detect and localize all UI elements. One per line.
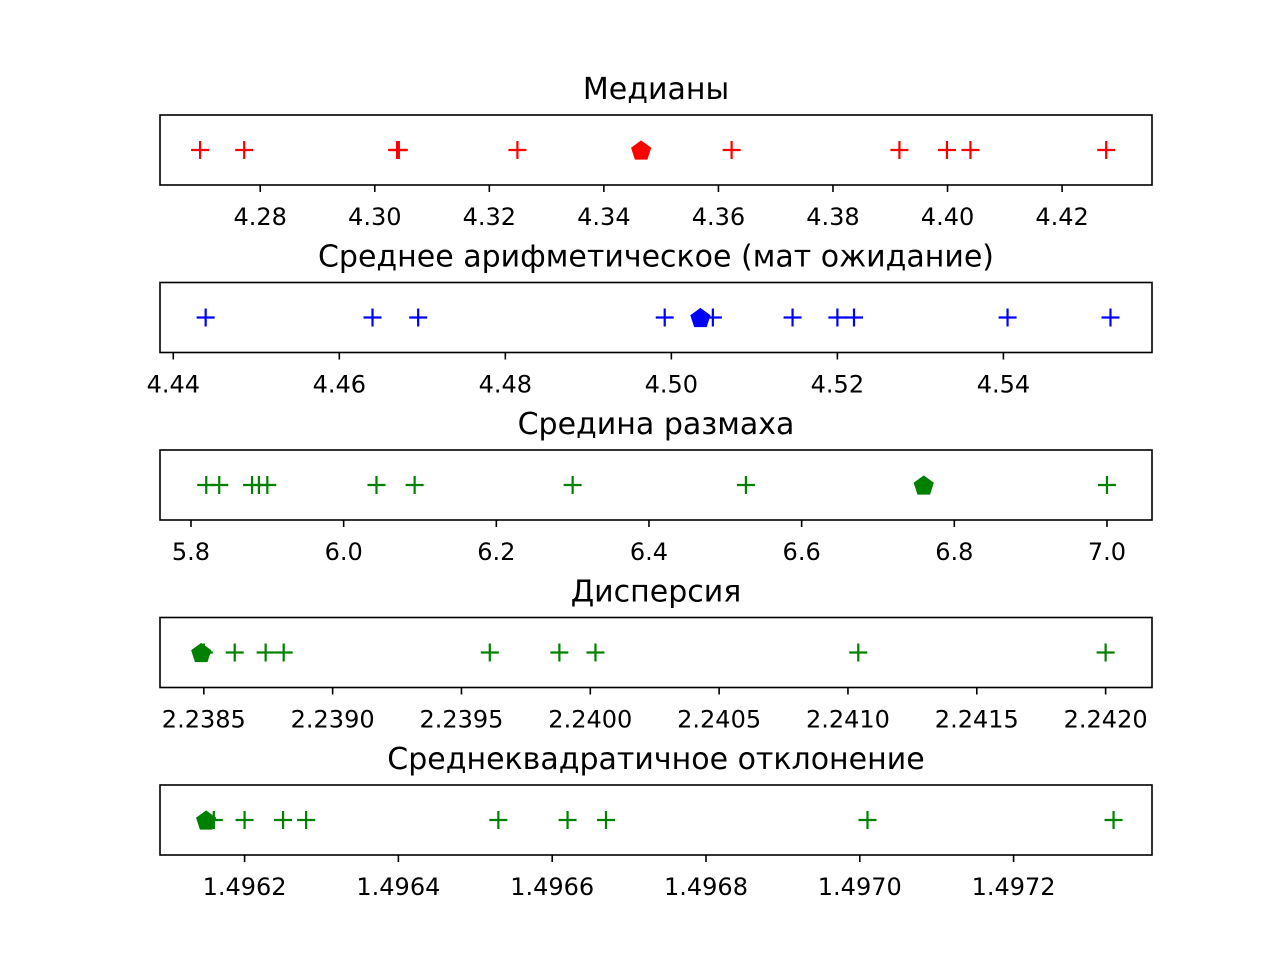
data-point-marker xyxy=(235,811,254,829)
data-point-marker xyxy=(844,308,863,327)
data-point-marker xyxy=(508,141,527,159)
data-point-marker xyxy=(1101,308,1120,327)
data-point-marker xyxy=(586,643,605,662)
data-point-marker xyxy=(480,643,499,662)
x-tick-label: 4.34 xyxy=(577,203,630,231)
data-point-marker xyxy=(274,811,293,829)
mean-point-marker xyxy=(913,475,934,495)
x-tick-label: 4.54 xyxy=(977,371,1030,399)
data-point-marker xyxy=(783,308,802,327)
x-tick-label: 4.52 xyxy=(811,371,864,399)
x-tick-label: 4.28 xyxy=(234,203,287,231)
data-point-marker xyxy=(558,811,577,829)
subplot-title: Дисперсия xyxy=(571,575,742,610)
axes-frame xyxy=(159,784,1153,856)
x-tick-label: 1.4966 xyxy=(510,873,594,901)
x-tick-label: 1.4970 xyxy=(818,873,902,901)
axes-frame xyxy=(159,281,1153,354)
x-tick-label: 4.46 xyxy=(313,371,366,399)
subplot-title: Средина размаха xyxy=(518,407,795,442)
x-tick-label: 1.4968 xyxy=(664,873,748,901)
data-point-marker xyxy=(655,308,674,327)
data-point-marker xyxy=(937,141,956,159)
data-point-marker xyxy=(597,811,616,829)
data-point-marker xyxy=(998,308,1017,327)
x-tick-label: 7.0 xyxy=(1088,538,1126,566)
mean-point-marker xyxy=(191,642,212,663)
x-tick-label: 2.2390 xyxy=(291,706,375,734)
x-tick-label: 2.2405 xyxy=(677,706,761,734)
x-tick-label: 2.2385 xyxy=(162,706,246,734)
data-point-marker xyxy=(722,141,741,159)
x-tick-label: 2.2410 xyxy=(806,706,890,734)
data-point-marker xyxy=(736,476,755,494)
data-point-marker xyxy=(274,643,293,662)
subplot-title: Среднеквадратичное отклонение xyxy=(387,742,924,777)
mean-point-marker xyxy=(631,140,652,160)
x-tick-label: 2.2395 xyxy=(419,706,503,734)
x-tick-label: 2.2415 xyxy=(935,706,1019,734)
axes-frame xyxy=(159,616,1153,689)
data-point-marker xyxy=(196,308,215,327)
data-point-marker xyxy=(409,308,428,327)
data-point-marker xyxy=(961,141,980,159)
x-tick-label: 4.38 xyxy=(806,203,859,231)
x-tick-label: 6.8 xyxy=(935,538,973,566)
x-tick-label: 4.42 xyxy=(1035,203,1088,231)
data-point-marker xyxy=(828,308,847,327)
data-point-marker xyxy=(210,476,229,494)
x-tick-label: 4.50 xyxy=(645,371,698,399)
data-point-marker xyxy=(405,476,424,494)
x-tick-label: 6.0 xyxy=(325,538,363,566)
data-point-marker xyxy=(1104,811,1123,829)
data-point-marker xyxy=(256,643,275,662)
x-tick-label: 4.44 xyxy=(147,371,200,399)
data-point-marker xyxy=(225,643,244,662)
x-tick-label: 1.4964 xyxy=(356,873,440,901)
subplot-1: Медианы 4.28 4.30 4.32 4.34 4.36 4.38 4.40 4.42 xyxy=(159,72,1153,231)
axes-frame xyxy=(159,449,1153,521)
data-point-marker xyxy=(849,643,868,662)
data-point-marker xyxy=(890,141,909,159)
data-point-marker xyxy=(191,141,210,159)
data-point-marker xyxy=(258,476,277,494)
x-tick-label: 6.4 xyxy=(630,538,668,566)
x-tick-label: 6.2 xyxy=(477,538,515,566)
x-tick-label: 6.6 xyxy=(783,538,821,566)
mean-point-marker xyxy=(196,810,217,830)
subplot-5: Среднеквадратичное отклонение 1.4962 1.496… xyxy=(159,742,1153,901)
x-tick-label: 5.8 xyxy=(172,538,210,566)
data-point-marker xyxy=(550,643,569,662)
data-point-marker xyxy=(367,476,386,494)
data-point-marker xyxy=(563,476,582,494)
x-tick-label: 2.2420 xyxy=(1064,706,1148,734)
subplot-4: Дисперсия 2.2385 2.2390 2.2395 2.2400 2.2405 2… xyxy=(159,575,1153,734)
data-point-marker xyxy=(858,811,877,829)
x-tick-label: 4.48 xyxy=(479,371,532,399)
x-tick-label: 2.2400 xyxy=(548,706,632,734)
data-point-marker xyxy=(1097,476,1116,494)
data-point-marker xyxy=(297,811,316,829)
x-tick-label: 4.36 xyxy=(692,203,745,231)
x-tick-label: 4.32 xyxy=(463,203,516,231)
data-point-marker xyxy=(1096,643,1115,662)
x-tick-label: 4.30 xyxy=(348,203,401,231)
subplot-title: Среднее арифметическое (мат ожидание) xyxy=(318,240,994,275)
x-tick-label: 4.40 xyxy=(921,203,974,231)
subplot-title: Медианы xyxy=(583,72,729,107)
subplot-3: Средина размаха 5.8 6.0 6.2 6.4 6.6 6.8 7.0 xyxy=(159,407,1153,566)
data-point-marker xyxy=(363,308,382,327)
axes-frame xyxy=(159,114,1153,186)
data-point-marker xyxy=(489,811,508,829)
data-point-marker xyxy=(235,141,254,159)
subplot-2: Среднее арифметическое (мат ожидание) 4.4… xyxy=(147,240,1153,399)
mean-point-marker xyxy=(690,307,711,328)
x-tick-label: 1.4972 xyxy=(972,873,1056,901)
x-tick-label: 1.4962 xyxy=(203,873,287,901)
data-point-marker xyxy=(1097,141,1116,159)
data-point-marker xyxy=(389,141,408,159)
